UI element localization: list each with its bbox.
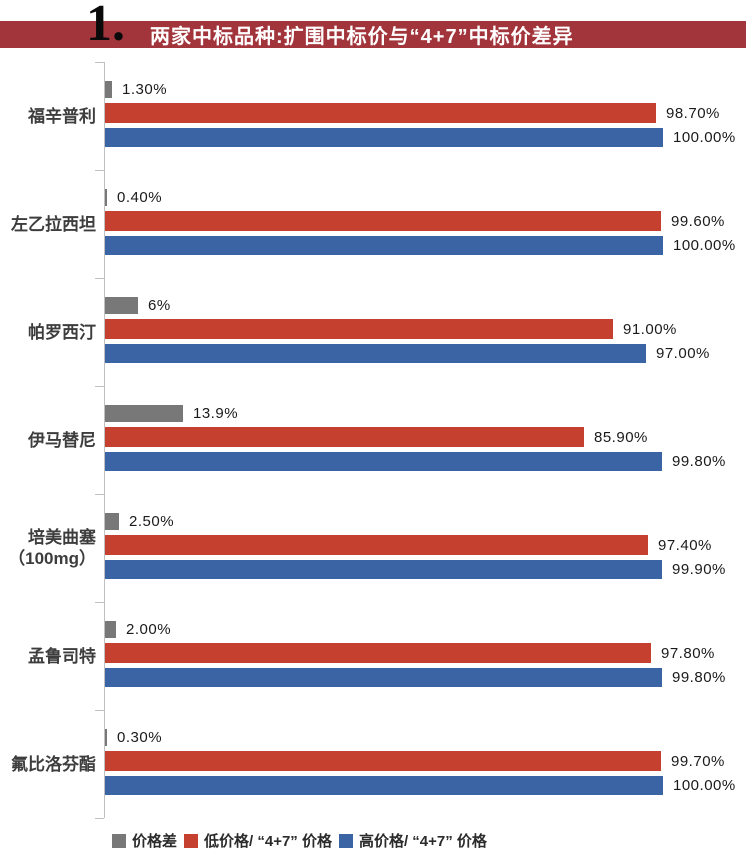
axis-tick xyxy=(95,602,104,603)
low-bar-row: 99.60% xyxy=(105,211,725,231)
legend-item: 价格差 xyxy=(112,830,177,851)
value-label: 0.30% xyxy=(117,729,163,746)
low-bar-row: 99.70% xyxy=(105,751,725,771)
low-bar xyxy=(105,643,651,663)
section-number: 1. xyxy=(86,0,125,52)
low-bar-row: 91.00% xyxy=(105,319,677,339)
low-bar-row: 85.90% xyxy=(105,427,648,447)
value-label: 91.00% xyxy=(623,320,677,338)
value-label: 6% xyxy=(148,297,171,314)
value-label: 100.00% xyxy=(673,237,736,254)
value-label: 99.80% xyxy=(672,453,726,470)
low-bar xyxy=(105,103,656,123)
diff-bar xyxy=(105,621,116,638)
category-label: 氟比洛芬酯 xyxy=(11,754,96,774)
chart-legend: 价格差 低价格/ “4+7” 价格 高价格/ “4+7” 价格 xyxy=(112,830,494,851)
low-bar-row: 97.40% xyxy=(105,535,712,555)
high-bar xyxy=(105,128,663,147)
diff-bar-row: 6% xyxy=(105,297,171,314)
low-bar xyxy=(105,751,661,771)
category-label: 孟鲁司特 xyxy=(28,646,96,666)
high-bar-row: 100.00% xyxy=(105,776,736,795)
high-bar-row: 97.00% xyxy=(105,344,710,363)
high-bar xyxy=(105,776,663,795)
diff-bar xyxy=(105,81,112,98)
section-title: 两家中标品种:扩围中标价与“4+7”中标价差异 xyxy=(150,26,574,48)
diff-bar xyxy=(105,189,107,206)
axis-tick xyxy=(95,170,104,171)
value-label: 85.90% xyxy=(594,428,648,446)
high-bar-row: 99.80% xyxy=(105,668,726,687)
low-bar xyxy=(105,211,661,231)
value-label: 99.90% xyxy=(672,561,726,578)
section-banner: 两家中标品种:扩围中标价与“4+7”中标价差异 xyxy=(0,21,746,48)
axis-tick xyxy=(95,494,104,495)
category-label: 伊马替尼 xyxy=(28,430,96,450)
legend-label: 价格差 xyxy=(132,833,178,850)
axis-tick xyxy=(95,710,104,711)
value-label: 97.00% xyxy=(656,345,710,362)
axis-tick xyxy=(95,818,104,819)
low-bar xyxy=(105,427,584,447)
value-label: 13.9% xyxy=(193,405,239,422)
value-label: 97.40% xyxy=(658,536,712,554)
low-bar xyxy=(105,319,613,339)
legend-item: 高价格/ “4+7” 价格 xyxy=(338,830,487,851)
value-label: 99.70% xyxy=(671,752,725,770)
diff-bar xyxy=(105,513,119,530)
axis-tick xyxy=(95,278,104,279)
legend-swatch-diff xyxy=(112,833,126,848)
diff-bar xyxy=(105,405,183,422)
high-bar-row: 100.00% xyxy=(105,236,736,255)
low-bar-row: 97.80% xyxy=(105,643,715,663)
value-label: 0.40% xyxy=(117,189,163,206)
high-bar xyxy=(105,344,646,363)
diff-bar-row: 2.50% xyxy=(105,513,174,530)
high-bar-row: 100.00% xyxy=(105,128,736,147)
high-bar xyxy=(105,236,663,255)
axis-tick xyxy=(95,62,104,63)
category-label: 帕罗西汀 xyxy=(28,322,96,342)
low-bar-row: 98.70% xyxy=(105,103,720,123)
high-bar xyxy=(105,452,662,471)
diff-bar-row: 0.30% xyxy=(105,729,162,746)
y-axis-line xyxy=(104,62,105,818)
low-bar xyxy=(105,535,648,555)
diff-bar-row: 1.30% xyxy=(105,81,167,98)
legend-label: 低价格/ “4+7” 价格 xyxy=(204,833,332,850)
high-bar-row: 99.80% xyxy=(105,452,726,471)
value-label: 99.80% xyxy=(672,669,726,686)
legend-swatch-low xyxy=(184,833,199,848)
value-label: 100.00% xyxy=(673,129,736,146)
value-label: 1.30% xyxy=(122,81,168,98)
category-label: 左乙拉西坦 xyxy=(11,214,96,234)
value-label: 2.50% xyxy=(129,513,175,530)
axis-tick xyxy=(95,386,104,387)
high-bar xyxy=(105,560,662,579)
diff-bar-row: 2.00% xyxy=(105,621,171,638)
value-label: 98.70% xyxy=(666,104,720,122)
legend-item: 低价格/ “4+7” 价格 xyxy=(184,830,332,851)
legend-swatch-high xyxy=(338,833,353,848)
high-bar-row: 99.90% xyxy=(105,560,726,579)
category-label: 福辛普利 xyxy=(28,106,96,126)
value-label: 100.00% xyxy=(673,777,736,794)
value-label: 2.00% xyxy=(126,621,172,638)
diff-bar xyxy=(105,297,138,314)
legend-label: 高价格/ “4+7” 价格 xyxy=(358,833,487,850)
high-bar xyxy=(105,668,662,687)
category-label: 培美曲塞 （100mg） xyxy=(8,528,96,568)
value-label: 99.60% xyxy=(671,212,725,230)
value-label: 97.80% xyxy=(661,644,715,662)
diff-bar-row: 13.9% xyxy=(105,405,238,422)
diff-bar-row: 0.40% xyxy=(105,189,162,206)
diff-bar xyxy=(105,729,107,746)
